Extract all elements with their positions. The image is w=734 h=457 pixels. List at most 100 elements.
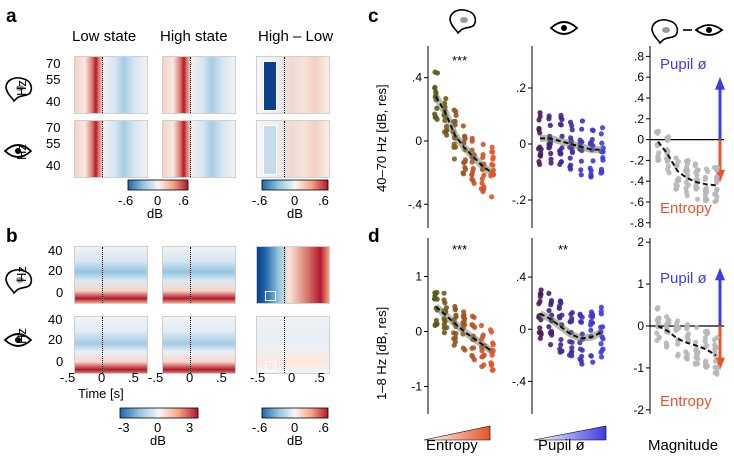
data-point bbox=[589, 311, 596, 318]
data-point bbox=[537, 113, 543, 119]
data-point bbox=[590, 359, 596, 365]
data-point bbox=[703, 364, 709, 370]
ytick: 55 bbox=[46, 72, 61, 87]
col-title-diff: High – Low bbox=[258, 28, 334, 45]
data-point bbox=[598, 341, 604, 347]
ytick: 70 bbox=[46, 56, 61, 71]
data-point bbox=[557, 147, 563, 154]
brain-icon bbox=[5, 77, 33, 103]
time-zero-line bbox=[102, 317, 103, 373]
cbar-tick: 0 bbox=[154, 420, 162, 435]
time-zero-line bbox=[284, 57, 285, 113]
data-point bbox=[685, 182, 691, 188]
y-tick-label: .4 bbox=[516, 270, 526, 284]
data-point bbox=[599, 125, 606, 131]
data-point bbox=[487, 327, 494, 333]
data-point bbox=[489, 161, 495, 168]
data-point bbox=[558, 112, 564, 118]
y-tick-label: 2 bbox=[637, 235, 644, 249]
y-tick-label: 0 bbox=[415, 325, 422, 339]
data-point bbox=[547, 342, 554, 348]
data-point bbox=[656, 157, 662, 163]
data-point bbox=[714, 186, 720, 192]
data-point bbox=[481, 352, 487, 358]
data-point bbox=[537, 325, 543, 331]
data-point bbox=[443, 95, 449, 102]
data-point bbox=[711, 337, 718, 343]
data-point bbox=[480, 141, 486, 148]
heatmap-b-row1-0 bbox=[74, 246, 148, 304]
data-point bbox=[704, 197, 710, 203]
cbar-label: dB bbox=[287, 206, 303, 221]
data-point bbox=[589, 127, 596, 133]
data-point bbox=[546, 144, 553, 150]
panel-letter-c: c bbox=[368, 6, 379, 27]
data-point bbox=[490, 149, 496, 155]
data-point bbox=[599, 169, 605, 175]
data-point bbox=[452, 303, 458, 310]
heatmap-b-row1-1 bbox=[162, 246, 236, 304]
brain-minus-eye-icon bbox=[651, 19, 724, 45]
data-point bbox=[600, 336, 606, 342]
data-point bbox=[441, 290, 447, 296]
data-point bbox=[538, 329, 544, 336]
data-point bbox=[702, 176, 708, 182]
brain-icon bbox=[449, 9, 477, 35]
data-point bbox=[453, 312, 459, 318]
cbar-tick: .6 bbox=[318, 420, 329, 435]
heatmap-a-row2-0 bbox=[74, 120, 148, 178]
time-zero-line bbox=[102, 57, 103, 113]
col-title-high: High state bbox=[160, 28, 228, 45]
data-point bbox=[598, 354, 605, 360]
data-point bbox=[569, 345, 575, 351]
data-point bbox=[441, 325, 447, 331]
data-point bbox=[683, 168, 689, 175]
data-point bbox=[692, 161, 699, 167]
entropy-label-c: Entropy bbox=[660, 200, 712, 217]
data-point bbox=[490, 171, 497, 177]
entropy-arrowhead bbox=[715, 169, 725, 183]
data-point bbox=[712, 191, 718, 197]
y-tick-label: .8 bbox=[634, 49, 644, 63]
data-point bbox=[432, 84, 438, 90]
data-point bbox=[656, 315, 662, 322]
xtick: .5 bbox=[128, 370, 139, 385]
data-point bbox=[692, 360, 698, 366]
data-point bbox=[452, 118, 458, 124]
y-tick-label: -.2 bbox=[630, 153, 644, 167]
bottom-entropy-label: Entropy bbox=[426, 437, 478, 454]
cbar-tick: 0 bbox=[291, 420, 299, 435]
data-point bbox=[577, 137, 583, 143]
data-point bbox=[712, 370, 718, 376]
data-point bbox=[480, 332, 486, 338]
y-tick-label: .4 bbox=[634, 91, 644, 105]
ytick: 40 bbox=[48, 243, 63, 258]
data-point bbox=[694, 167, 701, 173]
trend-line bbox=[435, 96, 493, 174]
heatmap-a-row1-0 bbox=[74, 56, 148, 114]
data-point bbox=[654, 129, 660, 135]
data-point bbox=[451, 156, 458, 162]
significance-c-left: *** bbox=[452, 53, 468, 68]
data-point bbox=[656, 334, 662, 340]
cbar-tick: 0 bbox=[154, 193, 162, 208]
data-point bbox=[460, 170, 466, 176]
data-point bbox=[683, 349, 689, 355]
cbar-tick: -.6 bbox=[252, 193, 268, 208]
col-title-low: Low state bbox=[72, 28, 137, 45]
entropy-label-d: Entropy bbox=[660, 393, 712, 410]
data-point bbox=[462, 159, 468, 165]
data-point bbox=[546, 307, 552, 314]
data-point bbox=[663, 156, 670, 162]
data-point bbox=[694, 324, 700, 331]
y-tick-label: -.4 bbox=[512, 374, 526, 388]
data-point bbox=[684, 356, 690, 362]
colorbar-a2 bbox=[261, 179, 329, 191]
data-point bbox=[451, 330, 457, 336]
y-tick-label: 1 bbox=[415, 270, 422, 284]
data-point bbox=[470, 354, 476, 360]
data-point bbox=[471, 180, 477, 186]
sig-cluster-box bbox=[265, 361, 276, 371]
data-point bbox=[558, 122, 564, 128]
